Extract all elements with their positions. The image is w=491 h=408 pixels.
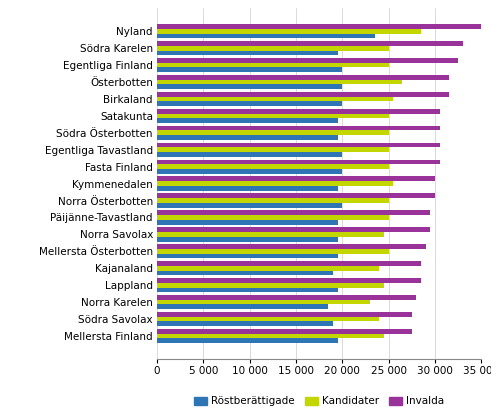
- Bar: [157, 75, 449, 80]
- Bar: [157, 67, 342, 72]
- Bar: [157, 152, 342, 157]
- Bar: [157, 29, 421, 33]
- Bar: [157, 283, 384, 288]
- Bar: [157, 254, 338, 258]
- Legend: Röstberättigade, Kandidater, Invalda: Röstberättigade, Kandidater, Invalda: [190, 392, 448, 408]
- Bar: [157, 278, 421, 283]
- Bar: [157, 41, 463, 46]
- Bar: [157, 261, 421, 266]
- Bar: [157, 215, 388, 220]
- Bar: [157, 126, 439, 131]
- Bar: [157, 295, 416, 300]
- Bar: [157, 211, 430, 215]
- Bar: [157, 113, 388, 118]
- Bar: [157, 304, 328, 309]
- Bar: [157, 164, 388, 169]
- Bar: [157, 317, 380, 322]
- Bar: [157, 329, 412, 334]
- Bar: [157, 80, 403, 84]
- Bar: [157, 58, 458, 63]
- Bar: [157, 46, 388, 51]
- Bar: [157, 143, 439, 147]
- Bar: [157, 186, 338, 191]
- Bar: [157, 300, 370, 304]
- Bar: [157, 101, 342, 106]
- Bar: [157, 198, 388, 203]
- Bar: [157, 193, 435, 198]
- Bar: [157, 237, 338, 242]
- Bar: [157, 203, 342, 208]
- Bar: [157, 227, 430, 232]
- Bar: [157, 271, 333, 275]
- Bar: [157, 92, 449, 97]
- Bar: [157, 220, 338, 224]
- Bar: [157, 84, 342, 89]
- Bar: [157, 131, 388, 135]
- Bar: [157, 63, 388, 67]
- Bar: [157, 334, 384, 338]
- Bar: [157, 109, 439, 113]
- Bar: [157, 322, 333, 326]
- Bar: [157, 232, 384, 237]
- Bar: [157, 177, 435, 181]
- Bar: [157, 135, 338, 140]
- Bar: [157, 147, 388, 152]
- Bar: [157, 312, 412, 317]
- Bar: [157, 249, 388, 254]
- Bar: [157, 169, 342, 174]
- Bar: [157, 24, 481, 29]
- Bar: [157, 33, 375, 38]
- Bar: [157, 181, 393, 186]
- Bar: [157, 288, 338, 292]
- Bar: [157, 244, 426, 249]
- Bar: [157, 51, 338, 55]
- Bar: [157, 266, 380, 271]
- Bar: [157, 160, 439, 164]
- Bar: [157, 338, 338, 343]
- Bar: [157, 97, 393, 101]
- Bar: [157, 118, 338, 123]
